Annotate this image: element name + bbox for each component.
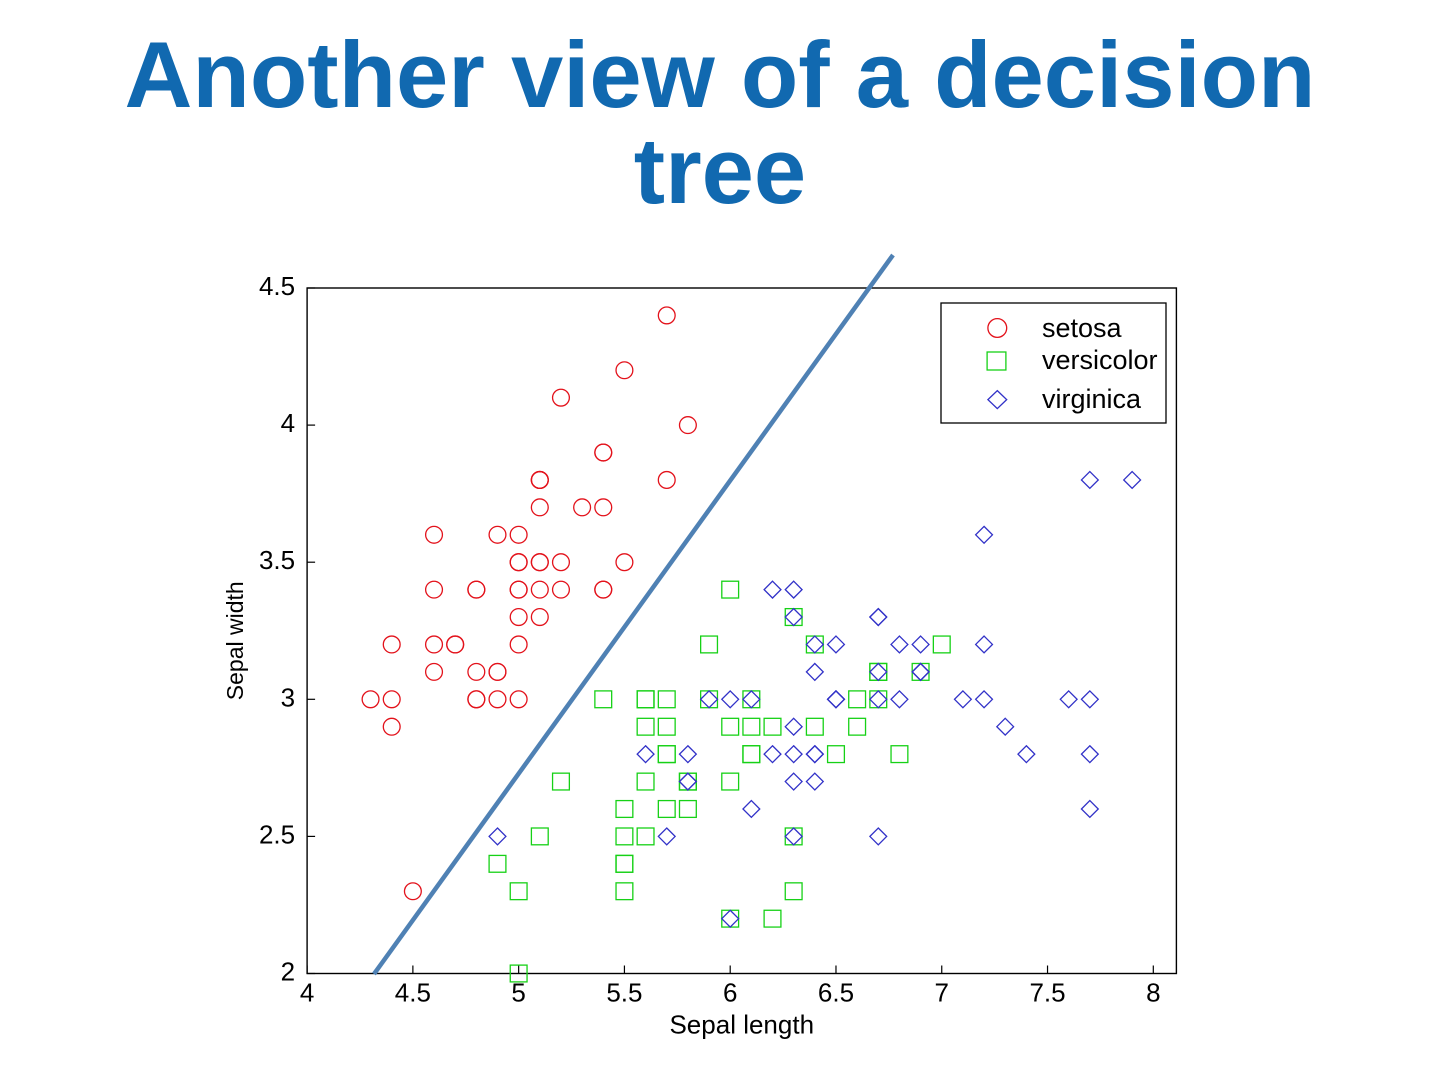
svg-text:4: 4 <box>281 408 295 438</box>
svg-text:setosa: setosa <box>1042 313 1123 343</box>
svg-text:versicolor: versicolor <box>1042 345 1158 375</box>
svg-text:3.5: 3.5 <box>259 545 295 575</box>
svg-text:4.5: 4.5 <box>395 978 431 1008</box>
svg-text:4: 4 <box>300 978 314 1008</box>
svg-text:Sepal length: Sepal length <box>669 1010 814 1040</box>
svg-text:2: 2 <box>281 957 295 987</box>
svg-text:8: 8 <box>1146 978 1160 1008</box>
svg-text:6: 6 <box>723 978 737 1008</box>
svg-text:2.5: 2.5 <box>259 819 295 849</box>
svg-text:5.5: 5.5 <box>606 978 642 1008</box>
svg-text:4.5: 4.5 <box>259 271 295 301</box>
svg-text:Sepal width: Sepal width <box>222 581 248 700</box>
svg-text:6.5: 6.5 <box>818 978 854 1008</box>
svg-text:7.5: 7.5 <box>1029 978 1065 1008</box>
svg-text:7: 7 <box>935 978 949 1008</box>
svg-text:3: 3 <box>281 682 295 712</box>
svg-text:virginica: virginica <box>1042 384 1142 414</box>
